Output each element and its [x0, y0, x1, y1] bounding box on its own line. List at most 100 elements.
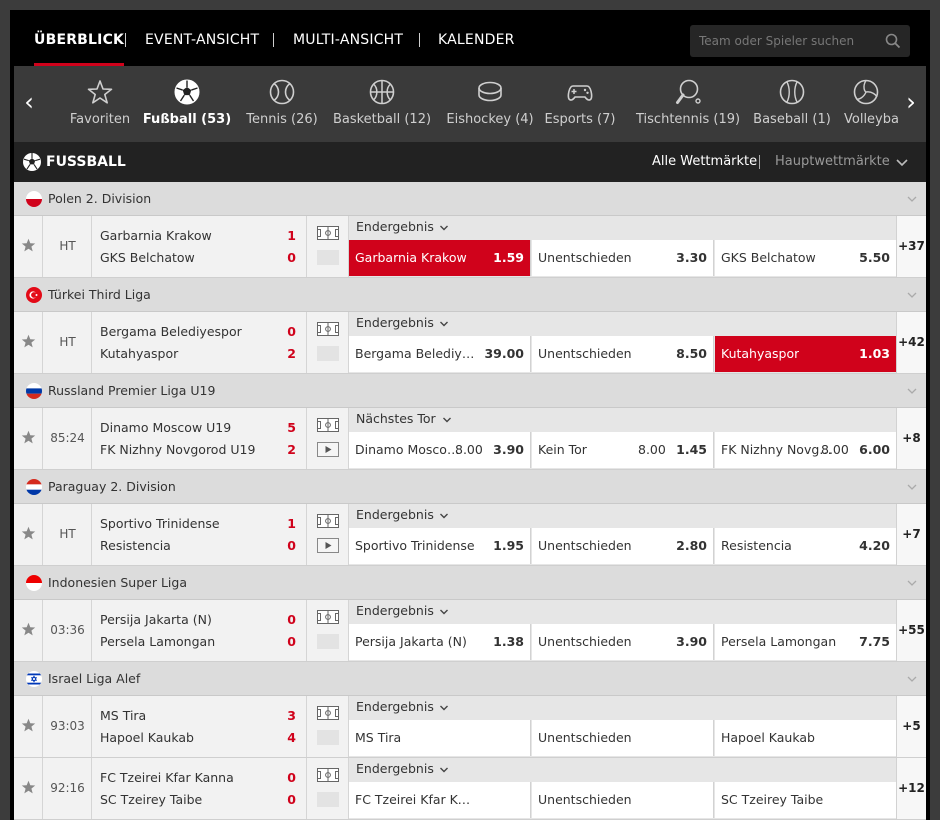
sport-favorites[interactable]: Favoriten: [60, 66, 140, 142]
odds-button[interactable]: MS Tira: [349, 720, 531, 756]
odds-button[interactable]: SC Tzeirey Taibe: [715, 782, 897, 818]
more-markets-button[interactable]: +5: [896, 696, 926, 757]
odds-button[interactable]: Unentschieden 3.30: [532, 240, 714, 276]
odds-button[interactable]: Dinamo Mosco… 8.00 3.90: [349, 432, 531, 468]
pitch-icon[interactable]: [317, 514, 339, 528]
pitch-icon[interactable]: [317, 768, 339, 782]
match-teams[interactable]: Sportivo Trinidense Resistencia 1 0: [93, 504, 307, 565]
more-markets-button[interactable]: +8: [896, 408, 926, 469]
sport-basketball[interactable]: Basketball (12): [332, 66, 432, 142]
search-box: [690, 25, 910, 57]
odds-button[interactable]: Kutahyaspor 1.03: [715, 336, 897, 372]
league-header[interactable]: Polen 2. Division: [14, 182, 926, 216]
pitch-icon[interactable]: [317, 610, 339, 624]
market-name[interactable]: Endergebnis: [356, 603, 434, 618]
favorite-toggle[interactable]: [14, 758, 43, 819]
chevron-down-icon[interactable]: [906, 673, 918, 685]
home-team: MS Tira: [100, 708, 147, 723]
favorite-toggle[interactable]: [14, 312, 43, 373]
tab-calendar[interactable]: KALENDER: [438, 32, 515, 48]
pitch-icon[interactable]: [317, 418, 339, 432]
market-name[interactable]: Nächstes Tor: [356, 411, 436, 426]
match-teams[interactable]: Persija Jakarta (N) Persela Lamongan 0 0: [93, 600, 307, 661]
match-teams[interactable]: FC Tzeirei Kfar Kanna SC Tzeirey Taibe 0…: [93, 758, 307, 819]
chevron-down-icon[interactable]: [906, 289, 918, 301]
chevron-down-icon[interactable]: [906, 577, 918, 589]
chevron-down-icon[interactable]: [906, 193, 918, 205]
chevron-down-icon[interactable]: [906, 481, 918, 493]
odds-button[interactable]: FK Nizhny Novg… 8.00 6.00: [715, 432, 897, 468]
sport-football[interactable]: Fußball (53): [142, 66, 232, 142]
odds-button[interactable]: Unentschieden 3.90: [532, 624, 714, 660]
odds-button[interactable]: Resistencia 4.20: [715, 528, 897, 564]
sport-volleyball[interactable]: Volleyba: [844, 66, 904, 142]
odds-button[interactable]: GKS Belchatow 5.50: [715, 240, 897, 276]
league-header[interactable]: Paraguay 2. Division: [14, 470, 926, 504]
favorite-toggle[interactable]: [14, 504, 43, 565]
sport-tabletennis[interactable]: Tischtennis (19): [636, 66, 740, 142]
market-name[interactable]: Endergebnis: [356, 219, 434, 234]
odds-button[interactable]: Unentschieden 2.80: [532, 528, 714, 564]
sport-baseball[interactable]: Baseball (1): [748, 66, 836, 142]
all-markets-link[interactable]: Alle Wettmärkte: [652, 154, 758, 169]
market-name[interactable]: Endergebnis: [356, 507, 434, 522]
odds-button[interactable]: Bergama Belediyes… 39.00: [349, 336, 531, 372]
more-markets-button[interactable]: +55: [896, 600, 926, 661]
favorite-toggle[interactable]: [14, 408, 43, 469]
league-header[interactable]: Israel Liga Alef: [14, 662, 926, 696]
more-markets-button[interactable]: +12: [896, 758, 926, 819]
sport-esports[interactable]: Esports (7): [540, 66, 620, 142]
odds-button[interactable]: Sportivo Trinidense 1.95: [349, 528, 531, 564]
favorite-toggle[interactable]: [14, 216, 43, 277]
pitch-icon[interactable]: [317, 226, 339, 240]
pitch-icon[interactable]: [317, 706, 339, 720]
more-markets-button[interactable]: +37: [896, 216, 926, 277]
chevron-down-icon[interactable]: [439, 319, 449, 329]
carousel-right-arrow-icon[interactable]: ›: [906, 88, 916, 116]
odds-button[interactable]: FC Tzeirei Kfar Kanna: [349, 782, 531, 818]
market-name[interactable]: Endergebnis: [356, 699, 434, 714]
play-stream-icon[interactable]: [317, 538, 339, 553]
sport-tennis[interactable]: Tennis (26): [240, 66, 324, 142]
tab-event-view[interactable]: EVENT-ANSICHT: [145, 32, 260, 48]
match-teams[interactable]: Garbarnia Krakow GKS Belchatow 1 0: [93, 216, 307, 277]
sport-icehockey[interactable]: Eishockey (4): [442, 66, 538, 142]
match-time: 92:16: [44, 758, 92, 819]
chevron-down-icon[interactable]: [439, 223, 449, 233]
odds-button[interactable]: Kein Tor 8.00 1.45: [532, 432, 714, 468]
odds-button[interactable]: Garbarnia Krakow 1.59: [349, 240, 531, 276]
tab-overview[interactable]: ÜBERBLICK: [34, 10, 125, 66]
league-header[interactable]: Türkei Third Liga: [14, 278, 926, 312]
chevron-down-icon[interactable]: [439, 765, 449, 775]
chevron-down-icon[interactable]: [439, 703, 449, 713]
tab-multi-view[interactable]: MULTI-ANSICHT: [293, 32, 404, 48]
league-header[interactable]: Indonesien Super Liga: [14, 566, 926, 600]
odds-button[interactable]: Hapoel Kaukab: [715, 720, 897, 756]
pitch-icon[interactable]: [317, 322, 339, 336]
favorite-toggle[interactable]: [14, 696, 43, 757]
odds-button[interactable]: Persela Lamongan 7.75: [715, 624, 897, 660]
search-input[interactable]: [690, 25, 880, 57]
search-icon[interactable]: [885, 33, 901, 49]
market-name[interactable]: Endergebnis: [356, 761, 434, 776]
more-markets-button[interactable]: +7: [896, 504, 926, 565]
chevron-down-icon[interactable]: [442, 415, 452, 425]
odds-button[interactable]: Unentschieden: [532, 720, 714, 756]
market-name[interactable]: Endergebnis: [356, 315, 434, 330]
more-markets-button[interactable]: +42: [896, 312, 926, 373]
favorite-toggle[interactable]: [14, 600, 43, 661]
chevron-down-icon[interactable]: [439, 607, 449, 617]
chevron-down-icon[interactable]: [906, 385, 918, 397]
match-teams[interactable]: Bergama Belediyespor Kutahyaspor 0 2: [93, 312, 307, 373]
play-stream-icon[interactable]: [317, 442, 339, 457]
odds-button[interactable]: Persija Jakarta (N) 1.38: [349, 624, 531, 660]
odds-button[interactable]: Unentschieden 8.50: [532, 336, 714, 372]
odds-button[interactable]: Unentschieden: [532, 782, 714, 818]
carousel-left-arrow-icon[interactable]: ‹: [24, 88, 34, 116]
league-header[interactable]: Russland Premier Liga U19: [14, 374, 926, 408]
chevron-down-icon[interactable]: [439, 511, 449, 521]
match-teams[interactable]: Dinamo Moscow U19 FK Nizhny Novgorod U19…: [93, 408, 307, 469]
match-teams[interactable]: MS Tira Hapoel Kaukab 3 4: [93, 696, 307, 757]
chevron-down-icon[interactable]: [894, 154, 910, 170]
main-markets-link[interactable]: Hauptwettmärkte: [775, 154, 890, 169]
